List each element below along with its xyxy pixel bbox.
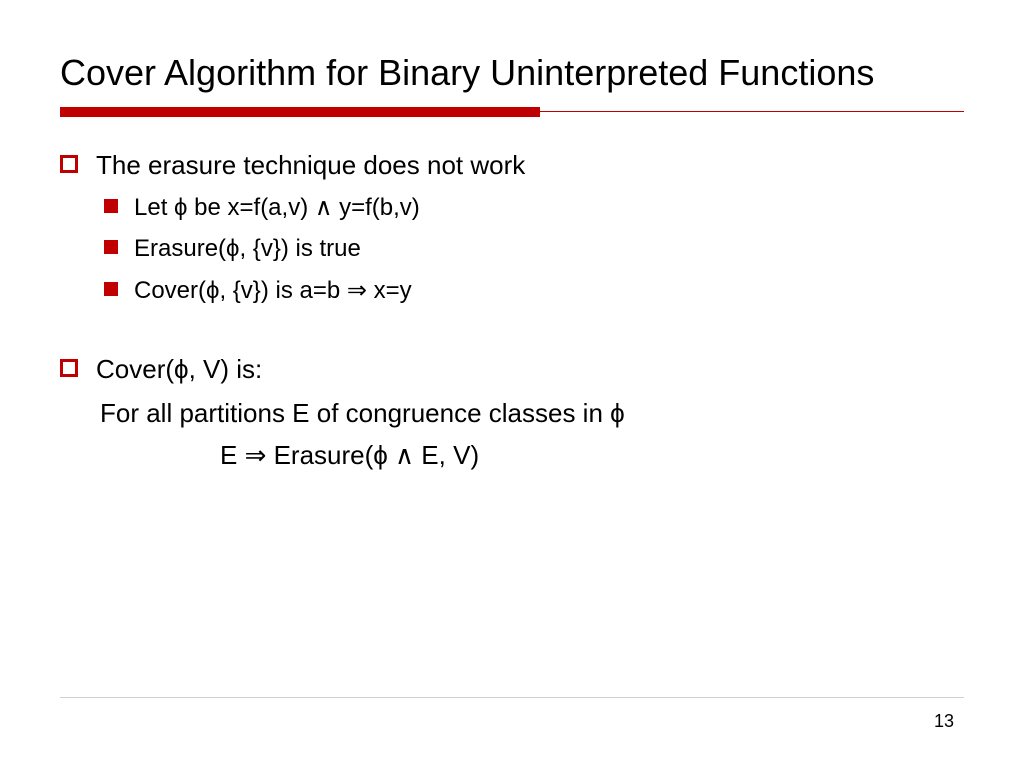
slide-title: Cover Algorithm for Binary Uninterpreted… [60,50,964,95]
square-open-icon [60,359,78,377]
slide-body: The erasure technique does not work Let … [60,145,964,476]
bullet-level2: Erasure(ϕ, {v}) is true [104,230,964,267]
square-filled-icon [104,199,118,213]
square-filled-icon [104,240,118,254]
square-filled-icon [104,282,118,296]
continuation-line: E ⇒ Erasure(ϕ ∧ E, V) [220,435,964,475]
continuation-line: For all partitions E of congruence class… [100,393,964,433]
bullet-level2: Cover(ϕ, {v}) is a=b ⇒ x=y [104,272,964,309]
bullet-text: Let ϕ be x=f(a,v) ∧ y=f(b,v) [134,189,420,226]
bullet-text: The erasure technique does not work [96,145,525,185]
title-underline [60,107,964,117]
bullet-level2: Let ϕ be x=f(a,v) ∧ y=f(b,v) [104,189,964,226]
bullet-level1: The erasure technique does not work [60,145,964,185]
page-number: 13 [934,711,954,732]
underline-thick [60,107,540,117]
bullet-text: Cover(ϕ, V) is: [96,349,262,389]
footer-divider [60,697,964,698]
square-open-icon [60,155,78,173]
spacer [60,309,964,343]
bullet-level1: Cover(ϕ, V) is: [60,349,964,389]
slide: Cover Algorithm for Binary Uninterpreted… [0,0,1024,768]
bullet-text: Erasure(ϕ, {v}) is true [134,230,361,267]
bullet-text: Cover(ϕ, {v}) is a=b ⇒ x=y [134,272,412,309]
